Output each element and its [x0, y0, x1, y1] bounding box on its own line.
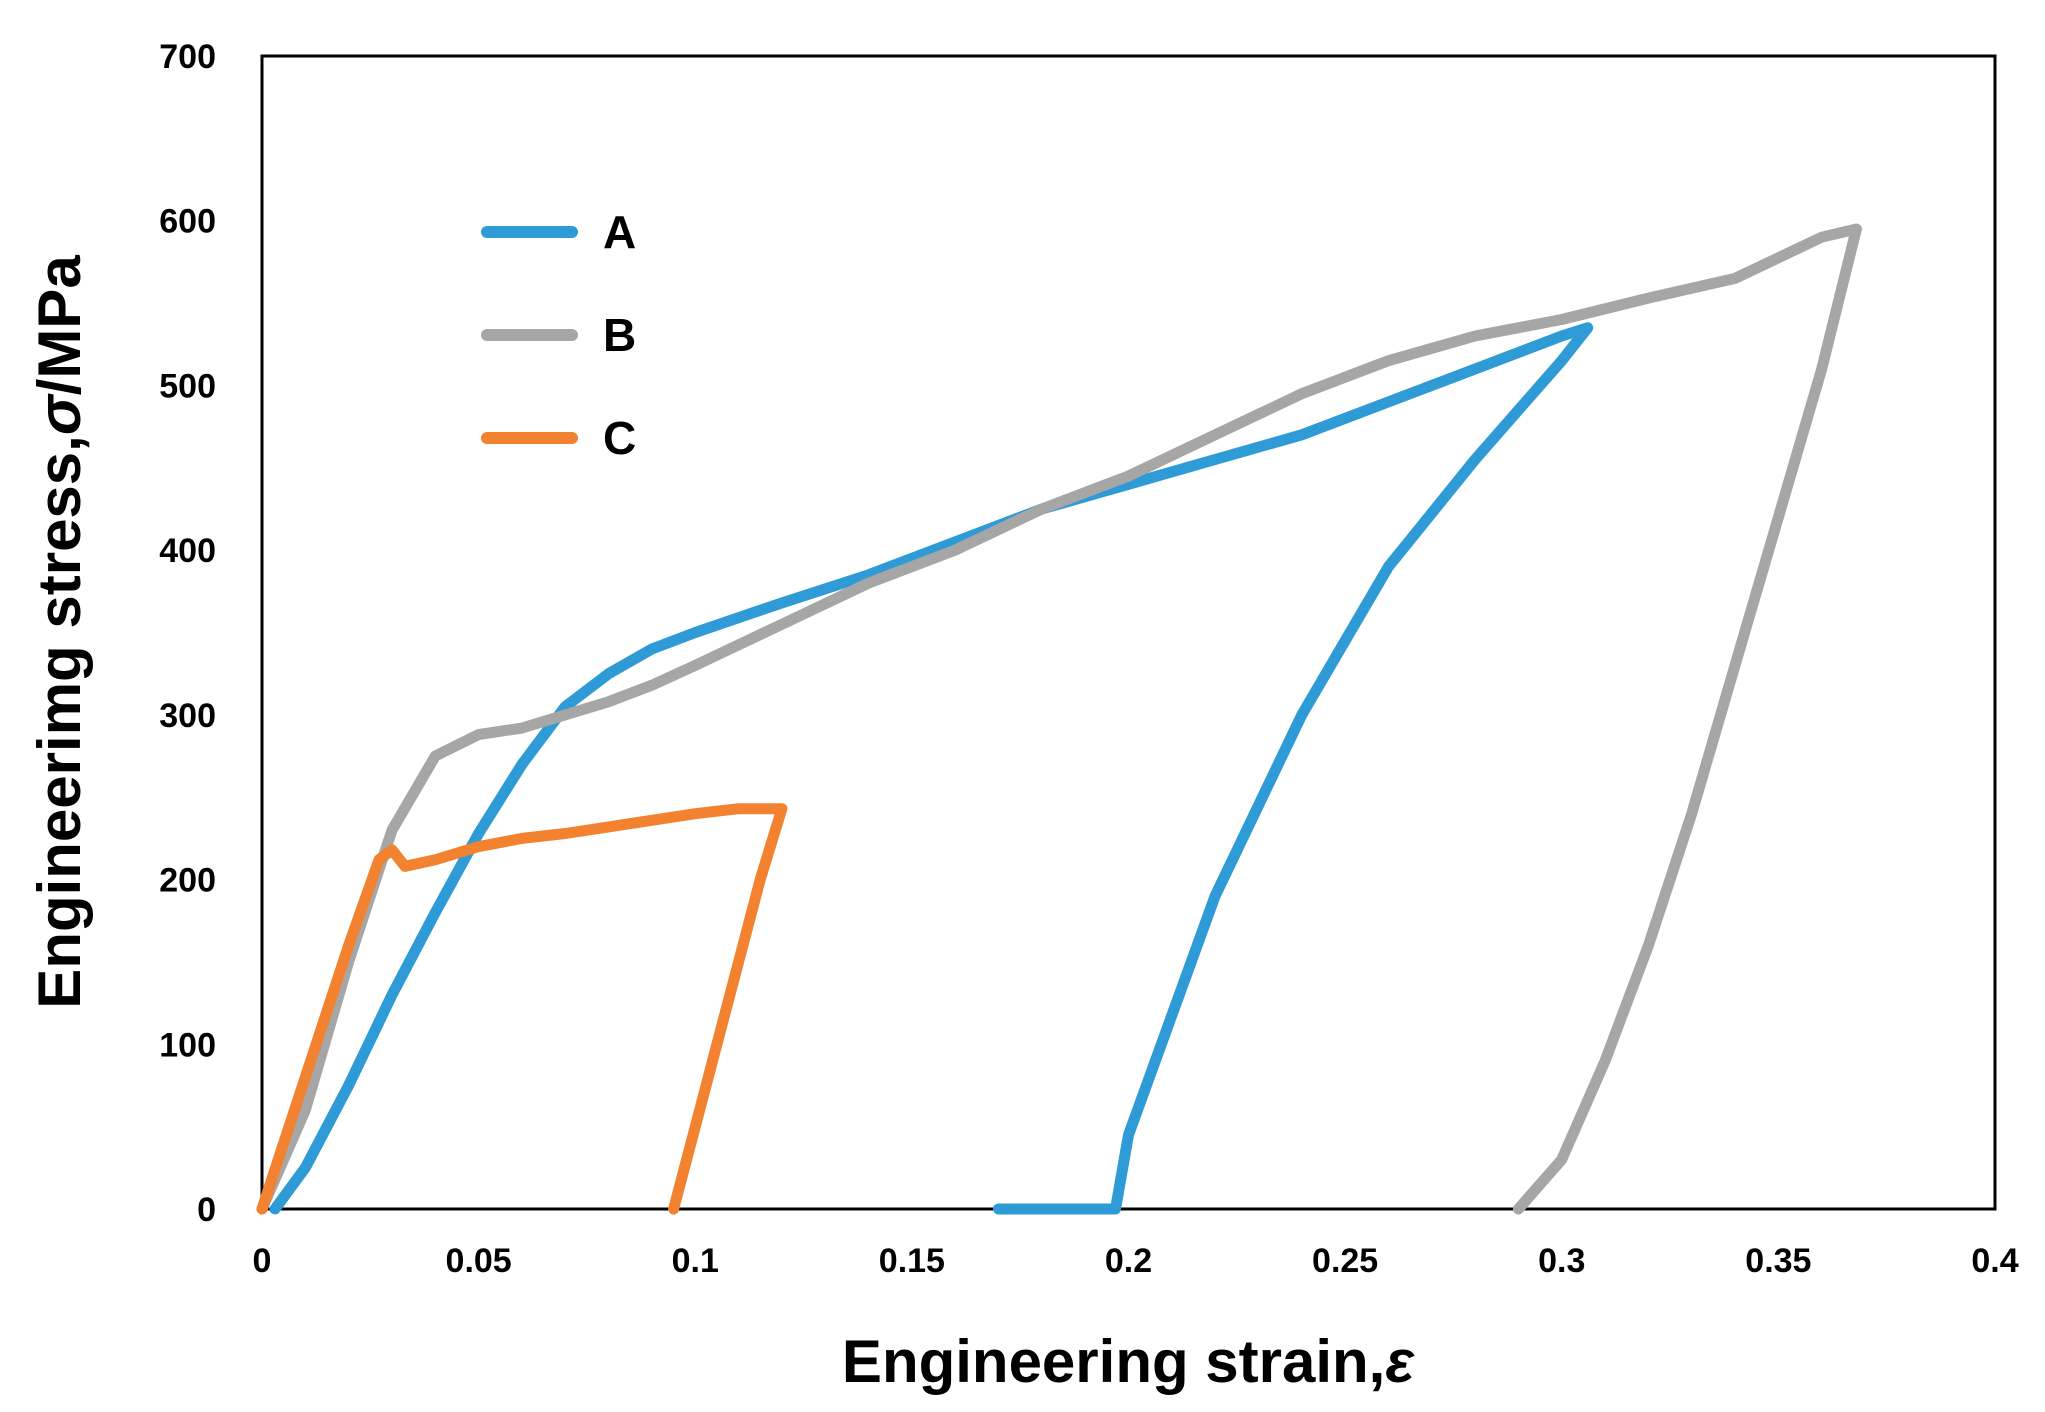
series-line-b: [256, 223, 1862, 1215]
series-layer: [256, 223, 1862, 1215]
x-axis-title: Engineering strain,ε: [842, 1328, 1415, 1395]
plot-frame: [260, 54, 1997, 1211]
x-tick-label: 0.3: [1538, 1242, 1585, 1280]
legend-label-b: B: [603, 309, 636, 361]
y-tick-label: 100: [159, 1026, 216, 1064]
x-tick-label: 0.4: [1971, 1242, 2018, 1280]
y-tick-label: 500: [159, 367, 216, 405]
x-tick-label: 0: [253, 1242, 272, 1280]
x-tick-label: 0.15: [879, 1242, 945, 1280]
y-tick-label: 700: [159, 38, 216, 76]
series-line-a: [269, 322, 1594, 1215]
y-tick-label: 300: [159, 697, 216, 735]
x-tick-label: 0.25: [1312, 1242, 1378, 1280]
y-tick-label: 400: [159, 532, 216, 570]
series-line-c: [256, 803, 788, 1215]
x-tick-label: 0.2: [1105, 1242, 1152, 1280]
x-axis-ticks: 0 0.05 0.1 0.15 0.2 0.25 0.3 0.35 0.4: [253, 1242, 2019, 1280]
legend-label-c: C: [603, 412, 636, 464]
y-tick-label: 200: [159, 862, 216, 900]
y-tick-label: 0: [197, 1191, 216, 1229]
x-tick-label: 0.1: [672, 1242, 719, 1280]
y-axis-title: Engineerimg stress,σ/MPa: [26, 255, 93, 1009]
x-tick-label: 0.35: [1745, 1242, 1811, 1280]
legend-label-a: A: [603, 206, 636, 258]
x-tick-label: 0.05: [446, 1242, 512, 1280]
y-axis-ticks: 0 100 200 300 400 500 600 700: [159, 38, 216, 1229]
y-tick-label: 600: [159, 203, 216, 241]
legend: ABC: [481, 206, 636, 464]
